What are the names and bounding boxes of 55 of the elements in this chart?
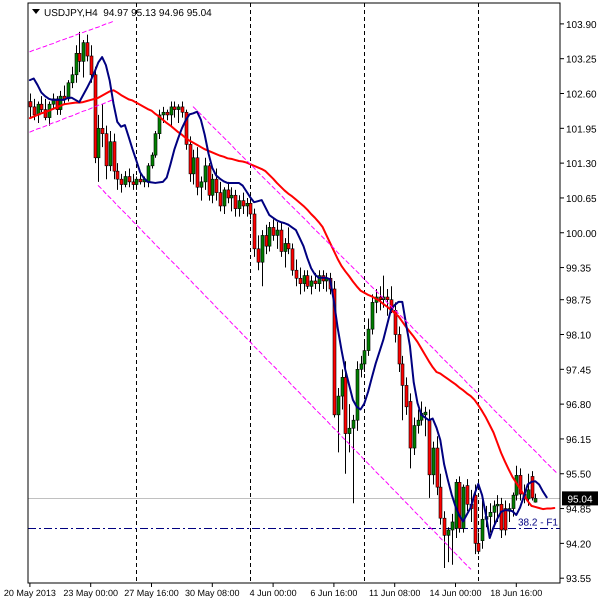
y-tick-label: 101.30 (566, 159, 598, 170)
candlestick (382, 275, 386, 308)
y-tick-label: 100.00 (566, 228, 598, 240)
y-tick-label: 99.35 (566, 264, 592, 275)
text: USDJPY,H4 94.97 95.13 94.96 95.04 (44, 8, 212, 19)
x-tick-label: 27 May 16:00 (124, 588, 179, 598)
line-series (192, 106, 559, 475)
y-tick-label: 96.15 (566, 434, 592, 446)
candlestick (246, 197, 250, 218)
candlestick (526, 473, 530, 506)
candlestick (488, 502, 492, 534)
y-tick-label: 103.90 (566, 20, 598, 31)
x-tick-label: 20 May 2013 (4, 588, 56, 598)
y-tick-label: 95.50 (566, 470, 592, 481)
candlestick (518, 468, 522, 502)
line-series (29, 98, 114, 133)
y-tick-label: 103.25 (566, 54, 598, 66)
line-series (29, 20, 114, 52)
candlestick (230, 186, 234, 212)
candlestick (138, 173, 142, 186)
x-tick-label: 14 Jun 00:00 (429, 588, 482, 598)
x-tick-label: 11 Jun 08:00 (369, 588, 420, 598)
candlestick (234, 189, 238, 218)
y-tick-label: 98.10 (566, 330, 592, 342)
x-tick-label: 23 May 00:00 (63, 588, 118, 598)
y-tick-label: 100.65 (566, 194, 598, 205)
candlestick (170, 101, 174, 126)
candlestick (242, 192, 246, 215)
candlestick (172, 101, 176, 118)
candlestick (238, 194, 242, 218)
y-tick-label: 93.55 (566, 574, 592, 586)
line-series (98, 185, 472, 570)
candlestick (128, 168, 132, 188)
candlestick (386, 288, 390, 316)
y-tick-label: 98.75 (566, 296, 592, 307)
x-tick-label: 4 Jun 00:00 (250, 588, 297, 598)
candlestick (166, 109, 170, 121)
y-tick-label: 94.20 (566, 539, 592, 550)
ref-line-label: 95.04 (567, 494, 593, 506)
y-tick-label: 96.80 (566, 400, 592, 412)
candlestick (314, 272, 318, 290)
x-tick-label: 18 Jun 16:00 (490, 588, 542, 598)
candlestick (310, 275, 314, 295)
candlestick (78, 31, 82, 73)
y-tick-label: 97.45 (566, 365, 592, 376)
candlestick (268, 222, 272, 252)
ref-line-label: 38.2 - F1 (518, 518, 558, 528)
candlestick (176, 104, 180, 124)
x-tick-label: 30 May 08:00 (185, 588, 240, 598)
x-tick-label: 6 Jun 16:00 (310, 588, 358, 598)
y-tick-label: 94.85 (566, 504, 592, 516)
candlestick (504, 500, 508, 536)
y-tick-label: 101.95 (566, 124, 598, 136)
candlestick (276, 222, 280, 250)
y-tick-label: 102.60 (566, 90, 598, 101)
